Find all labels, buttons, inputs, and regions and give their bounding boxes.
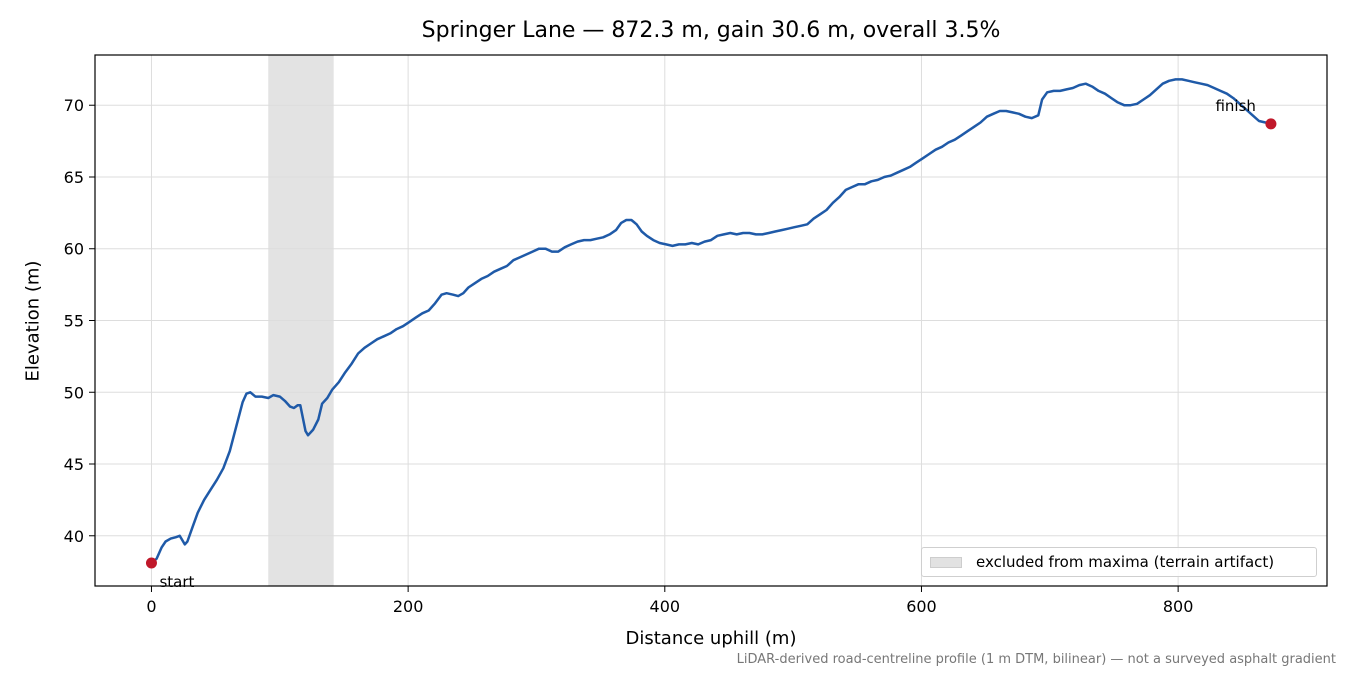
finish-label: finish [1215,97,1255,115]
y-tick-label: 45 [64,455,84,474]
chart-title: Springer Lane — 872.3 m, gain 30.6 m, ov… [421,18,1001,43]
x-tick-label: 600 [906,597,937,616]
source-footnote: LiDAR-derived road-centreline profile (1… [736,652,1336,667]
plot-frame [94,54,1328,587]
start-label: start [159,573,194,591]
finish-marker [1265,118,1277,130]
y-tick-label: 55 [64,312,84,331]
x-tick-label: 0 [146,597,156,616]
y-tick-label: 50 [64,383,84,402]
elevation-line [150,78,1273,565]
y-axis-label: Elevation (m) [22,260,44,382]
x-axis-label: Distance uphill (m) [625,628,797,649]
legend: excluded from maxima (terrain artifact) [921,547,1317,577]
legend-swatch-excluded [930,557,962,568]
y-tick-label: 40 [64,527,84,546]
x-tick-label: 200 [393,597,424,616]
y-tick-label: 70 [64,96,84,115]
legend-label-excluded: excluded from maxima (terrain artifact) [976,553,1275,571]
x-tick-label: 800 [1163,597,1194,616]
y-tick-label: 60 [64,240,84,259]
y-tick-label: 65 [64,168,84,187]
start-marker [145,557,157,569]
x-tick-label: 400 [650,597,681,616]
